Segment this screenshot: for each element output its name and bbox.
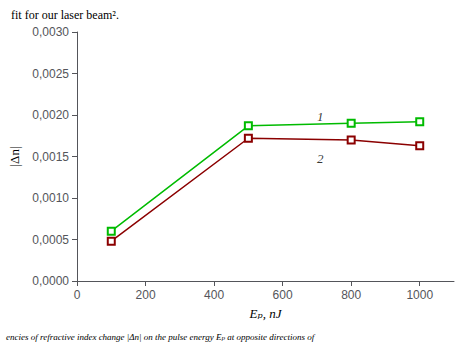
svg-text:0,0010: 0,0010 — [32, 191, 69, 205]
svg-text:0,0015: 0,0015 — [32, 150, 69, 164]
svg-text:0: 0 — [74, 288, 81, 302]
svg-text:1: 1 — [317, 109, 324, 124]
svg-text:0,0025: 0,0025 — [32, 67, 69, 81]
svg-text:600: 600 — [273, 288, 293, 302]
svg-text:0,0005: 0,0005 — [32, 233, 69, 247]
svg-text:400: 400 — [204, 288, 224, 302]
svg-text:2: 2 — [317, 151, 324, 166]
svg-text:Eₚ, nJ: Eₚ, nJ — [249, 306, 283, 321]
svg-text:1000: 1000 — [406, 288, 433, 302]
svg-text:0,0020: 0,0020 — [32, 108, 69, 122]
svg-text:200: 200 — [136, 288, 156, 302]
svg-text:encies of refractive index cha: encies of refractive index change |Δn| o… — [6, 332, 316, 342]
svg-text:0,0030: 0,0030 — [32, 25, 69, 39]
svg-text:|Δn|: |Δn| — [7, 146, 22, 166]
svg-text:0,0000: 0,0000 — [32, 274, 69, 288]
svg-text:fit for our laser beam².: fit for our laser beam². — [11, 8, 119, 22]
svg-text:800: 800 — [341, 288, 361, 302]
